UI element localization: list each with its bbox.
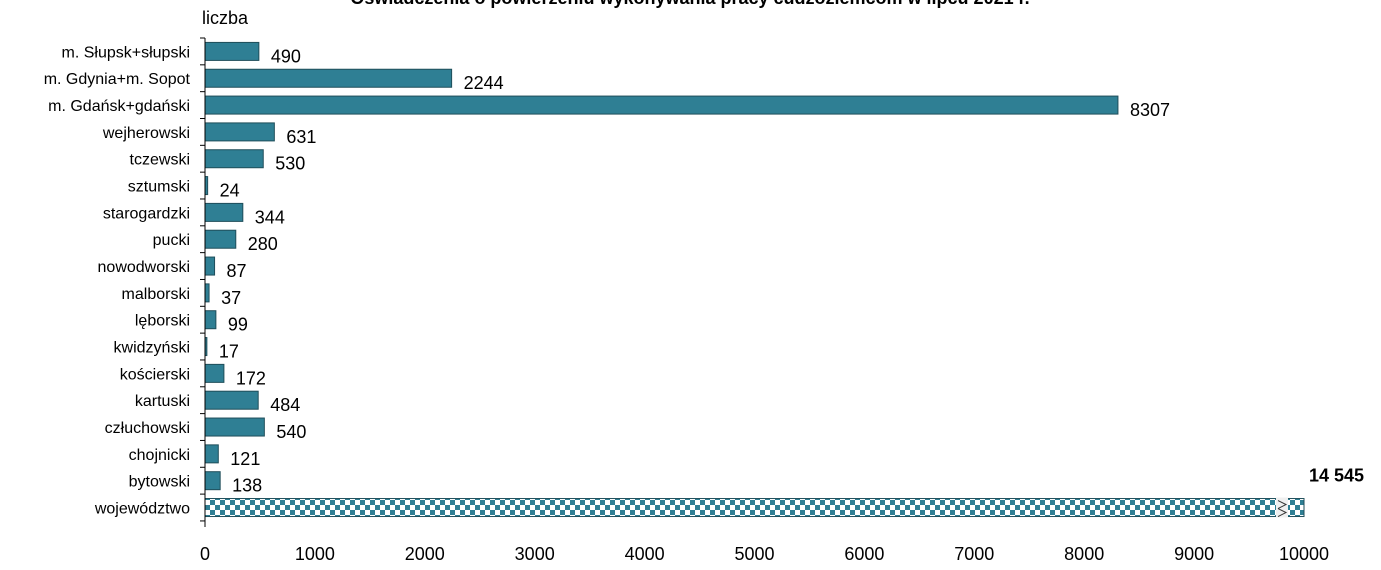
category-label-chojnicki: chojnicki <box>129 447 190 464</box>
category-label-malborski: malborski <box>122 286 190 303</box>
x-tick-label-3000: 3000 <box>515 544 555 564</box>
x-tick-label-8000: 8000 <box>1064 544 1104 564</box>
data-label-kartuski: 484 <box>270 395 300 415</box>
category-label-bytowski: bytowski <box>129 474 190 491</box>
category-label-sztumski: sztumski <box>128 179 190 196</box>
axis-break-mark-upper <box>1277 500 1288 509</box>
bar-województwo <box>204 498 1305 518</box>
category-label-kościerski: kościerski <box>120 366 190 383</box>
data-label-kwidzyński: 17 <box>219 342 239 362</box>
data-label-m-gdańsk-gdański: 8307 <box>1130 100 1170 120</box>
bar-człuchowski <box>204 417 265 437</box>
category-label-lęborski: lęborski <box>135 313 190 330</box>
data-label-chojnicki: 121 <box>230 449 260 469</box>
category-label-tczewski: tczewski <box>130 152 190 169</box>
data-label-wejherowski: 631 <box>286 127 316 147</box>
category-label-starogardzki: starogardzki <box>103 205 190 222</box>
bar-lęborski <box>204 310 217 330</box>
x-tick-label-6000: 6000 <box>844 544 884 564</box>
x-tick-label-10000: 10000 <box>1279 544 1329 564</box>
category-label-m-słupsk-słupski: m. Słupsk+słupski <box>62 44 191 61</box>
bar-starogardzki <box>204 202 244 222</box>
data-label-malborski: 37 <box>221 288 241 308</box>
category-label-kartuski: kartuski <box>135 393 190 410</box>
y-axis-unit-label: liczba <box>202 8 249 28</box>
data-label-kościerski: 172 <box>236 368 266 388</box>
data-label-województwo: 14 545 <box>1309 466 1364 486</box>
category-label-nowodworski: nowodworski <box>98 259 190 276</box>
category-label-wejherowski: wejherowski <box>102 125 190 142</box>
data-label-starogardzki: 344 <box>255 207 285 227</box>
bar-m-gdańsk-gdański <box>204 95 1119 115</box>
data-label-nowodworski: 87 <box>227 261 247 281</box>
x-tick-label-1000: 1000 <box>295 544 335 564</box>
data-label-pucki: 280 <box>248 234 278 254</box>
bar-bytowski <box>204 471 221 491</box>
data-label-tczewski: 530 <box>275 154 305 174</box>
x-tick-label-4000: 4000 <box>625 544 665 564</box>
data-label-lęborski: 99 <box>228 315 248 335</box>
bar-nowodworski <box>204 256 216 276</box>
data-label-sztumski: 24 <box>220 181 240 201</box>
x-tick-label-9000: 9000 <box>1174 544 1214 564</box>
bar-tczewski <box>204 149 264 169</box>
category-label-m-gdańsk-gdański: m. Gdańsk+gdański <box>48 98 190 115</box>
x-tick-label-0: 0 <box>200 544 210 564</box>
category-label-człuchowski: człuchowski <box>105 420 190 437</box>
bar-m-słupsk-słupski <box>204 41 260 61</box>
bar-wejherowski <box>204 122 275 142</box>
chart-title: Oświadczenia o powierzeniu wykonywania p… <box>350 0 1029 8</box>
bar-pucki <box>204 229 237 249</box>
axis-break-mark-lower <box>1277 508 1288 517</box>
bar-m-gdynia-m-sopot <box>204 68 453 88</box>
x-tick-label-5000: 5000 <box>734 544 774 564</box>
x-tick-label-2000: 2000 <box>405 544 445 564</box>
category-label-kwidzyński: kwidzyński <box>114 340 190 357</box>
category-label-m-gdynia-m-sopot: m. Gdynia+m. Sopot <box>44 71 191 88</box>
x-tick-label-7000: 7000 <box>954 544 994 564</box>
axes-group: m. Słupsk+słupski m. Gdynia+m. Sopot m. Gd… <box>44 37 1329 564</box>
data-label-bytowski: 138 <box>232 476 262 496</box>
category-label-pucki: pucki <box>153 232 190 249</box>
bar-kościerski <box>204 363 225 383</box>
bar-kartuski <box>204 390 259 410</box>
data-label-m-słupsk-słupski: 490 <box>271 46 301 66</box>
bar-malborski <box>204 283 210 303</box>
category-label-województwo: województwo <box>94 501 190 518</box>
bar-chojnicki <box>204 444 219 464</box>
data-label-człuchowski: 540 <box>276 422 306 442</box>
data-label-m-gdynia-m-sopot: 2244 <box>464 73 504 93</box>
